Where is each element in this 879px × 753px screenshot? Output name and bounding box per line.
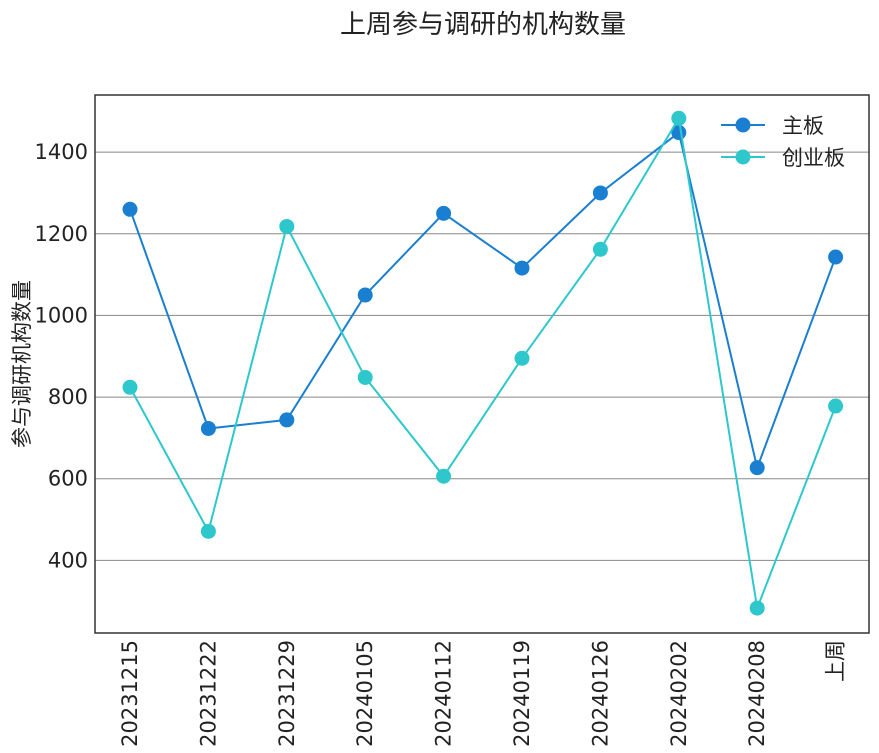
x-tick-label: 20240202 bbox=[667, 640, 691, 747]
x-tick-label: 20231215 bbox=[118, 640, 142, 747]
data-point bbox=[122, 379, 138, 395]
x-tick-label: 20240126 bbox=[588, 640, 612, 747]
series-line bbox=[129, 115, 837, 612]
legend-label: 主板 bbox=[782, 114, 824, 138]
data-point bbox=[828, 249, 844, 265]
x-tick-label: 20240119 bbox=[510, 640, 534, 747]
data-point bbox=[514, 260, 530, 276]
data-point bbox=[357, 369, 373, 385]
legend-label: 创业板 bbox=[782, 146, 845, 170]
data-point bbox=[828, 398, 844, 414]
series-2 bbox=[122, 110, 844, 616]
data-point bbox=[279, 218, 295, 234]
series-1 bbox=[122, 125, 844, 476]
grid-lines bbox=[95, 151, 869, 561]
y-axis-label: 参与调研机构数量 bbox=[10, 280, 34, 448]
y-tick-label: 1400 bbox=[35, 140, 88, 164]
y-tick-label: 800 bbox=[48, 385, 88, 409]
x-axis: 20231215 20231222 20231229 20240105 20240112… bbox=[118, 640, 848, 747]
data-point bbox=[749, 460, 765, 476]
x-tick-label: 上周 bbox=[824, 640, 848, 682]
data-point bbox=[279, 412, 295, 428]
series-line bbox=[129, 130, 837, 472]
data-point bbox=[749, 600, 765, 616]
data-point bbox=[200, 420, 216, 436]
x-tick-label: 20240112 bbox=[432, 640, 456, 747]
data-point bbox=[122, 201, 138, 217]
x-tick-label: 20231229 bbox=[275, 640, 299, 747]
data-point bbox=[592, 185, 608, 201]
data-point bbox=[357, 287, 373, 303]
series-layer bbox=[122, 110, 844, 616]
data-point bbox=[592, 241, 608, 257]
chart-title: 上周参与调研的机构数量 bbox=[340, 10, 626, 40]
y-axis: 400 600 800 1000 1200 1400 bbox=[35, 140, 88, 572]
legend-item: 创业板 bbox=[721, 146, 845, 170]
legend-marker bbox=[735, 149, 751, 165]
data-point bbox=[514, 350, 530, 366]
plot-frame bbox=[94, 94, 870, 634]
data-point bbox=[436, 205, 452, 221]
y-tick-label: 400 bbox=[48, 548, 88, 572]
y-tick-label: 1200 bbox=[35, 222, 88, 246]
legend-item: 主板 bbox=[721, 114, 824, 138]
y-tick-label: 600 bbox=[48, 467, 88, 491]
data-point bbox=[200, 523, 216, 539]
y-tick-label: 1000 bbox=[35, 303, 88, 327]
x-tick-label: 20240208 bbox=[745, 640, 769, 747]
x-tick-label: 20231222 bbox=[196, 640, 220, 747]
data-point bbox=[671, 110, 687, 126]
x-tick-label: 20240105 bbox=[353, 640, 377, 747]
data-point bbox=[436, 468, 452, 484]
legend-marker bbox=[735, 117, 751, 133]
